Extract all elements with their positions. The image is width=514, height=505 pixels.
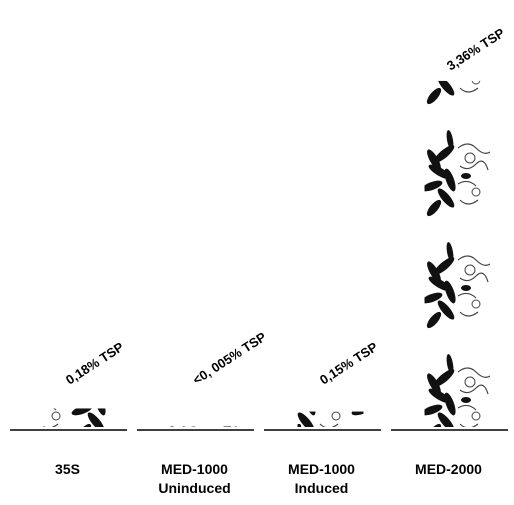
category-label: 35S <box>8 460 128 479</box>
pictogram-bar <box>44 408 110 427</box>
pictogram-bar <box>298 412 364 427</box>
chart: 0,18% TSP<0, 005% TSP0,15% TSP3,36% TSP … <box>0 0 514 505</box>
pictogram-bar <box>425 81 491 427</box>
category-label: MED-1000 Uninduced <box>135 460 255 498</box>
value-label: 0,18% TSP <box>63 339 127 388</box>
value-label: 0,15% TSP <box>317 339 381 388</box>
category-label: MED-2000 <box>389 460 509 479</box>
pictogram-bar <box>171 426 237 427</box>
category-label: MED-1000 Induced <box>262 460 382 498</box>
value-label: 3,36% TSP <box>444 25 508 74</box>
chart-canvas: 0,18% TSP <0, 005% TSP 0,15% TSP 3,36% TSP <box>0 0 514 505</box>
value-label: <0, 005% TSP <box>190 329 269 388</box>
